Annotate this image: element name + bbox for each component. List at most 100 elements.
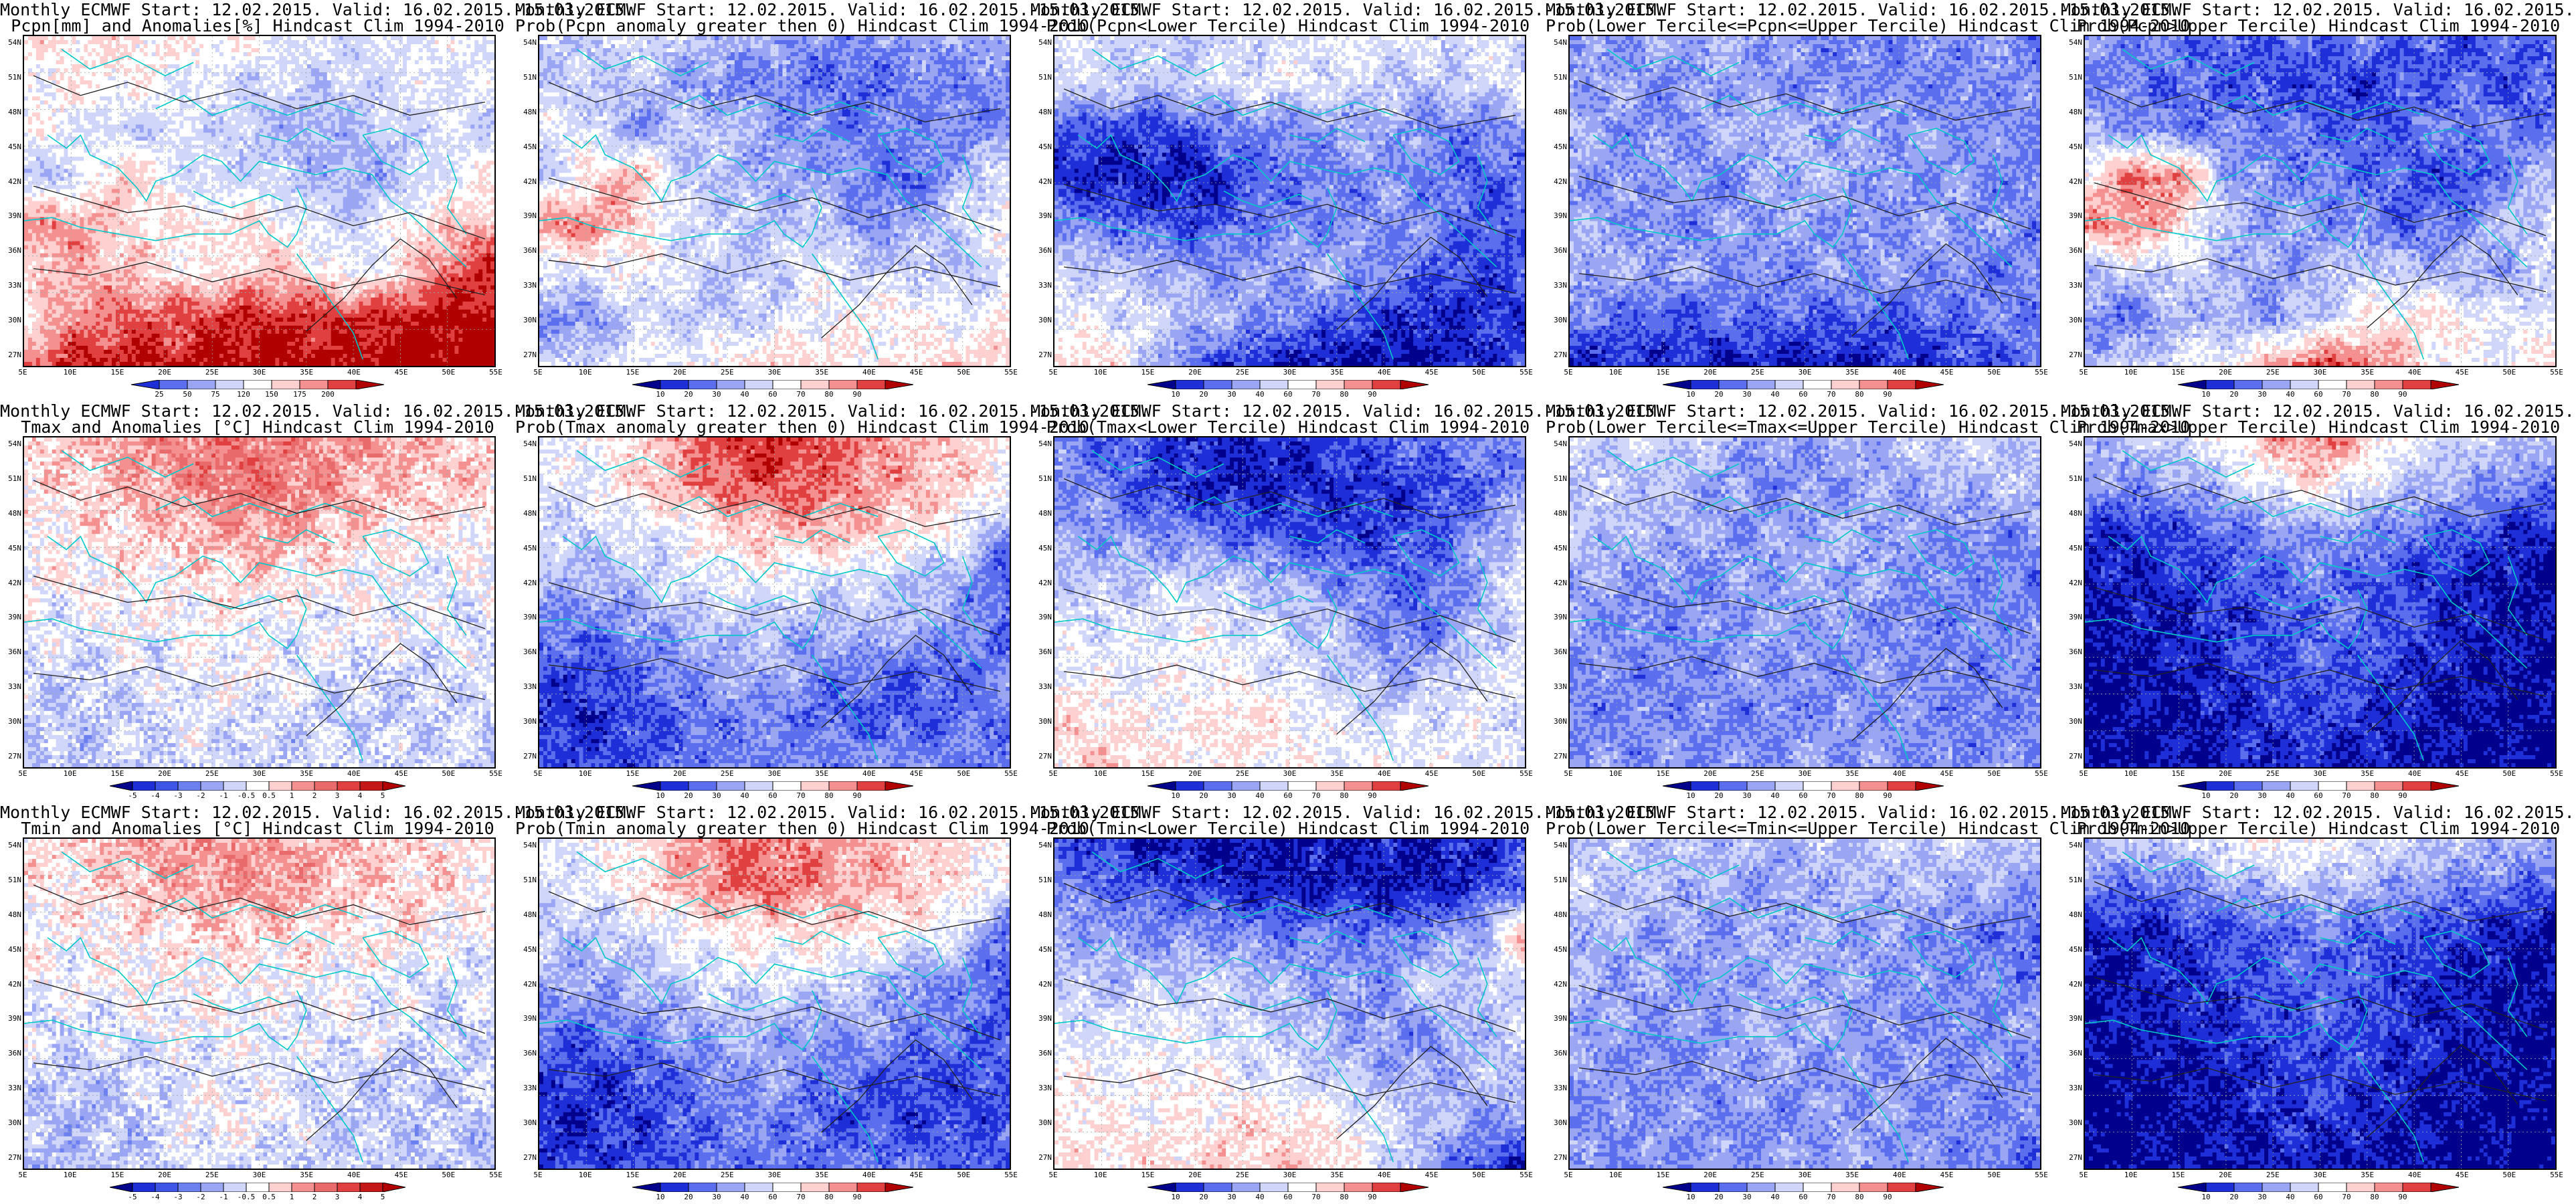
colorbar-label: 80 (824, 792, 833, 800)
colorbar-swatch (2403, 1183, 2431, 1192)
lat-tick-label: 51N (1, 876, 21, 884)
lat-tick-label: 45N (1, 946, 21, 954)
colorbar (1147, 380, 1429, 389)
colorbar-swatch (178, 781, 201, 791)
colorbar-label: 3 (335, 792, 340, 800)
colorbar-swatch (1831, 380, 1859, 389)
lat-tick-label: 45N (517, 946, 537, 954)
colorbar-swatch (829, 380, 857, 389)
lon-tick-label: 25E (2266, 369, 2280, 377)
map-plot-area (23, 837, 496, 1170)
lat-tick-label: 51N (517, 74, 537, 82)
lon-tick-label: 10E (579, 1171, 592, 1179)
colorbar-label: 80 (1340, 792, 1348, 800)
lat-tick-label: 36N (1, 648, 21, 656)
colorbar-swatch (2206, 380, 2234, 389)
lat-tick-label: 27N (517, 1154, 537, 1162)
lat-tick-label: 51N (1547, 475, 1567, 483)
lat-tick-label: 51N (2062, 74, 2082, 82)
colorbar-label: 80 (1340, 1193, 1348, 1201)
colorbar-swatch (269, 1183, 292, 1192)
colorbar-label: 40 (2286, 792, 2294, 800)
lon-tick-label: 20E (1188, 770, 1202, 778)
lat-tick-label: 54N (1032, 39, 1052, 47)
colorbar-svg (2178, 1183, 2459, 1192)
panel-title-line2: Prob(Lower Tercile<=Pcpn<=Upper Tercile)… (1546, 17, 2061, 35)
lon-tick-label: 55E (1520, 369, 1533, 377)
lat-tick-label: 45N (517, 544, 537, 553)
lon-tick-label: 25E (1236, 770, 1249, 778)
lon-tick-label: 55E (2035, 1171, 2048, 1179)
colorbar-label: 20 (2229, 792, 2238, 800)
lat-tick-label: 45N (1, 143, 21, 151)
colorbar-swatch (1176, 781, 1204, 791)
colorbar-label: 30 (1742, 1193, 1751, 1201)
lat-tick-label: 48N (1547, 510, 1567, 518)
lat-tick-label: 33N (2062, 1084, 2082, 1092)
colorbar-label: 10 (1686, 391, 1695, 399)
colorbar-svg (131, 380, 384, 389)
colorbar-swatch (1344, 1183, 1372, 1192)
colorbar-label: -0.5 (238, 1193, 256, 1201)
lat-tick-label: 51N (1032, 876, 1052, 884)
lat-tick-label: 30N (517, 1119, 537, 1127)
colorbar-swatch (1888, 781, 1916, 791)
lat-tick-label: 42N (2062, 981, 2082, 989)
colorbar-label: 90 (2398, 792, 2407, 800)
lat-tick-label: 42N (1032, 981, 1052, 989)
colorbar-swatch (745, 380, 773, 389)
colorbar-label: 20 (1199, 1193, 1208, 1201)
lon-tick-label: 55E (1520, 770, 1533, 778)
colorbar (632, 1183, 913, 1192)
colorbar-label: -2 (196, 792, 205, 800)
lon-tick-label: 55E (2550, 1171, 2563, 1179)
colorbar-swatch (337, 781, 360, 791)
colorbar-label: 40 (1770, 792, 1779, 800)
colorbar-swatch (717, 781, 745, 791)
colorbar-label: 70 (2342, 792, 2351, 800)
colorbar-svg (1147, 1183, 1429, 1192)
colorbar-swatch (1859, 781, 1888, 791)
lon-tick-label: 35E (815, 1171, 828, 1179)
colorbar-swatch (2178, 380, 2206, 389)
colorbar-swatch (1803, 1183, 1831, 1192)
lat-tick-label: 27N (1, 752, 21, 761)
lat-tick-label: 39N (1, 212, 21, 220)
colorbar-label: 50 (183, 391, 191, 399)
colorbar-label: 20 (1714, 1193, 1723, 1201)
lon-tick-label: 30E (253, 369, 266, 377)
colorbar-label: 60 (1283, 792, 1292, 800)
colorbar-label: 1 (290, 1193, 294, 1201)
lon-tick-label: 45E (1425, 770, 1439, 778)
lat-tick-label: 45N (1032, 946, 1052, 954)
lon-tick-label: 5E (533, 369, 542, 377)
colorbar-swatch (360, 1183, 383, 1192)
panel-title-line2: Prob(Tmax anomaly greater then 0) Hindca… (515, 419, 1030, 436)
lat-tick-label: 33N (1032, 282, 1052, 290)
colorbar-label: 80 (2370, 1193, 2379, 1201)
lon-tick-label: 5E (1564, 369, 1572, 377)
lon-tick-label: 55E (2550, 770, 2563, 778)
colorbar-label: 30 (2258, 1193, 2266, 1201)
colorbar-svg (1663, 380, 1944, 389)
map-plot-area (538, 837, 1011, 1170)
lat-tick-label: 30N (2062, 1119, 2082, 1127)
colorbar-swatch (272, 380, 300, 389)
colorbar-swatch (2431, 1183, 2459, 1192)
colorbar-label: 10 (2201, 792, 2210, 800)
colorbar-swatch (1232, 781, 1260, 791)
lat-tick-label: 30N (517, 718, 537, 726)
colorbar-swatch (155, 1183, 178, 1192)
lat-tick-label: 42N (517, 981, 537, 989)
lon-tick-label: 40E (862, 369, 876, 377)
map-plot-area (538, 35, 1011, 367)
lon-tick-label: 35E (300, 369, 313, 377)
lat-tick-label: 36N (517, 247, 537, 255)
panel-title-line2: Prob(Lower Tercile<=Tmin<=Upper Tercile)… (1546, 820, 2061, 837)
lat-tick-label: 54N (517, 841, 537, 849)
colorbar-label: 30 (1742, 391, 1751, 399)
colorbar-svg (632, 380, 913, 389)
lon-tick-label: 20E (673, 1171, 686, 1179)
colorbar-swatch (292, 1183, 314, 1192)
colorbar-swatch (2234, 781, 2262, 791)
